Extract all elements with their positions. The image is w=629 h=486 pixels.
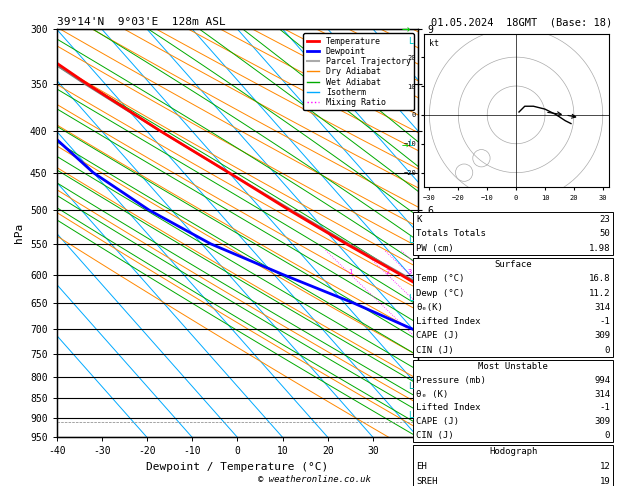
Text: θₑ(K): θₑ(K) [416,303,443,312]
Text: 994: 994 [594,376,610,385]
Text: 3: 3 [408,269,412,275]
Text: 0: 0 [604,431,610,440]
Text: CIN (J): CIN (J) [416,346,454,355]
Text: └: └ [406,141,413,151]
Y-axis label: hPa: hPa [14,223,25,243]
Text: Hodograph: Hodograph [489,448,537,456]
Text: 309: 309 [594,331,610,340]
Text: 314: 314 [594,303,610,312]
Text: →: → [401,141,408,151]
Text: Surface: Surface [494,260,532,269]
Text: θₑ (K): θₑ (K) [416,390,448,399]
Text: 1.98: 1.98 [589,243,610,253]
X-axis label: Dewpoint / Temperature (°C): Dewpoint / Temperature (°C) [147,462,328,472]
Text: └: └ [406,39,413,49]
Text: PW (cm): PW (cm) [416,243,454,253]
Text: © weatheronline.co.uk: © weatheronline.co.uk [258,474,371,484]
Text: Lifted Index: Lifted Index [416,403,481,412]
Text: └: └ [406,296,413,306]
Text: 01.05.2024  18GMT  (Base: 18): 01.05.2024 18GMT (Base: 18) [431,17,613,27]
Text: Temp (°C): Temp (°C) [416,275,465,283]
Text: Pressure (mb): Pressure (mb) [416,376,486,385]
Text: 2: 2 [385,269,389,275]
Y-axis label: km
ASL: km ASL [441,223,459,244]
Legend: Temperature, Dewpoint, Parcel Trajectory, Dry Adiabat, Wet Adiabat, Isotherm, Mi: Temperature, Dewpoint, Parcel Trajectory… [303,34,414,110]
Text: 0: 0 [604,346,610,355]
Text: Totals Totals: Totals Totals [416,229,486,238]
Text: 23: 23 [599,215,610,224]
Text: CAPE (J): CAPE (J) [416,331,459,340]
Text: 39°14'N  9°03'E  128m ASL: 39°14'N 9°03'E 128m ASL [57,17,225,27]
Text: 1: 1 [348,269,353,275]
Text: 19: 19 [599,477,610,486]
Text: 309: 309 [594,417,610,426]
Text: 12: 12 [599,462,610,471]
Text: 314: 314 [594,390,610,399]
Text: →: → [401,22,409,36]
Text: └: └ [406,238,413,248]
Text: └: └ [406,384,413,394]
Text: CAPE (J): CAPE (J) [416,417,459,426]
Text: Most Unstable: Most Unstable [478,362,548,371]
Text: Dewp (°C): Dewp (°C) [416,289,465,297]
Text: kt: kt [429,38,439,48]
Text: EH: EH [416,462,427,471]
Text: -1: -1 [599,403,610,412]
Text: 50: 50 [599,229,610,238]
Text: CIN (J): CIN (J) [416,431,454,440]
Text: K: K [416,215,422,224]
Text: Lifted Index: Lifted Index [416,317,481,326]
Text: SREH: SREH [416,477,438,486]
Text: 11.2: 11.2 [589,289,610,297]
Text: └: └ [406,413,413,423]
Text: -1: -1 [599,317,610,326]
Text: 16.8: 16.8 [589,275,610,283]
